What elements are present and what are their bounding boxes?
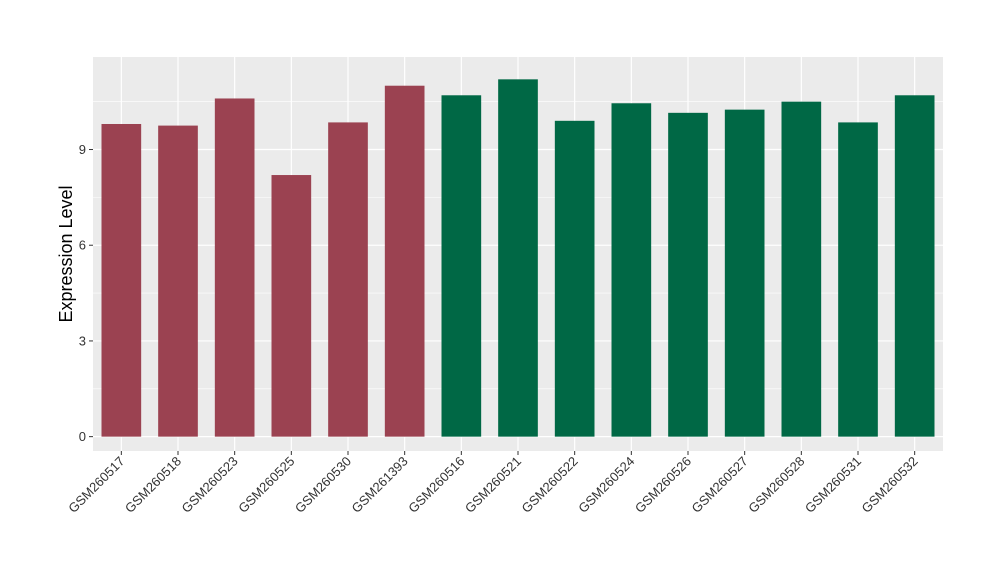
y-tick-label: 0: [79, 429, 86, 444]
x-tick-label: GSM260532: [859, 454, 921, 516]
x-tick-label: GSM260517: [65, 454, 127, 516]
y-axis-title: Expression Level: [56, 185, 76, 322]
bar: [894, 95, 935, 437]
x-tick-label: GSM260518: [122, 454, 184, 516]
bar: [214, 98, 255, 437]
x-tick-label: GSM260524: [575, 454, 637, 516]
bar: [101, 123, 142, 437]
x-tick-label: GSM260531: [802, 454, 864, 516]
y-tick-label: 3: [79, 333, 86, 348]
bar: [724, 109, 765, 437]
bar: [838, 122, 878, 437]
y-tick-label: 9: [79, 142, 86, 157]
x-tick-label: GSM260530: [292, 454, 354, 516]
bar: [611, 103, 652, 437]
x-tick-label: GSM260516: [405, 454, 467, 516]
x-tick-label: GSM260523: [179, 454, 241, 516]
bar: [328, 122, 368, 437]
x-tick-label: GSM260525: [235, 454, 297, 516]
x-axis: GSM260517GSM260518GSM260523GSM260525GSM2…: [65, 451, 921, 516]
x-tick-label: GSM260522: [519, 454, 581, 516]
bar: [271, 175, 312, 437]
y-tick-label: 6: [79, 238, 86, 253]
bar: [384, 85, 425, 437]
y-axis: 0 3 6 9: [79, 142, 93, 444]
bar: [441, 95, 482, 437]
bar: [554, 120, 595, 437]
x-tick-label: GSM260526: [632, 454, 694, 516]
bar: [781, 101, 822, 437]
x-tick-label: GSM260521: [462, 454, 524, 516]
bars: [101, 79, 935, 437]
x-tick-label: GSM260527: [689, 454, 751, 516]
x-tick-label: GSM260528: [745, 454, 807, 516]
bar: [668, 112, 708, 437]
bar: [498, 79, 538, 437]
x-tick-label: GSM261393: [349, 454, 411, 516]
bar: [158, 125, 198, 437]
